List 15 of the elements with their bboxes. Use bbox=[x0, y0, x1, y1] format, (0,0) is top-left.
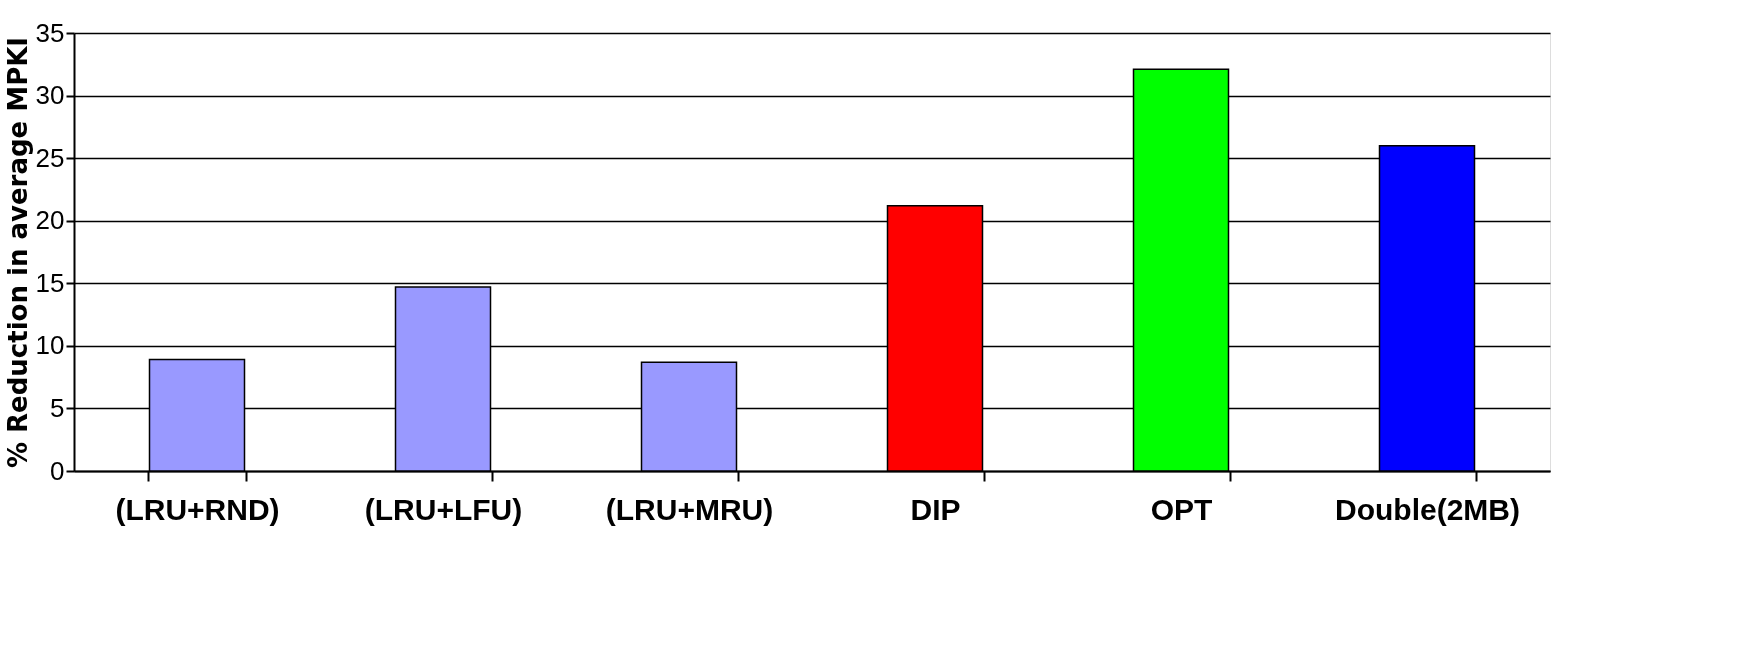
x-tick-label: (LRU+RND) bbox=[115, 492, 280, 526]
x-tick-label: OPT bbox=[1150, 492, 1213, 526]
y-tick-label: 10 bbox=[35, 330, 65, 361]
x-tick-label: Double(2MB) bbox=[1335, 492, 1520, 526]
y-axis-title: % Reduction in average MPKI bbox=[2, 36, 33, 469]
x-tick-label: (LRU+MRU) bbox=[605, 492, 774, 526]
y-tick-label: 25 bbox=[35, 142, 65, 173]
x-tick-label: DIP bbox=[910, 492, 961, 526]
y-tick-label: 35 bbox=[35, 17, 65, 48]
x-tick-label: (LRU+LFU) bbox=[364, 492, 523, 526]
y-tick-label: 0 bbox=[50, 455, 65, 486]
y-tick-label: 5 bbox=[50, 392, 65, 423]
y-tick-label: 15 bbox=[35, 267, 65, 298]
y-tick-label: 30 bbox=[35, 80, 65, 111]
y-tick-label: 20 bbox=[35, 205, 65, 236]
